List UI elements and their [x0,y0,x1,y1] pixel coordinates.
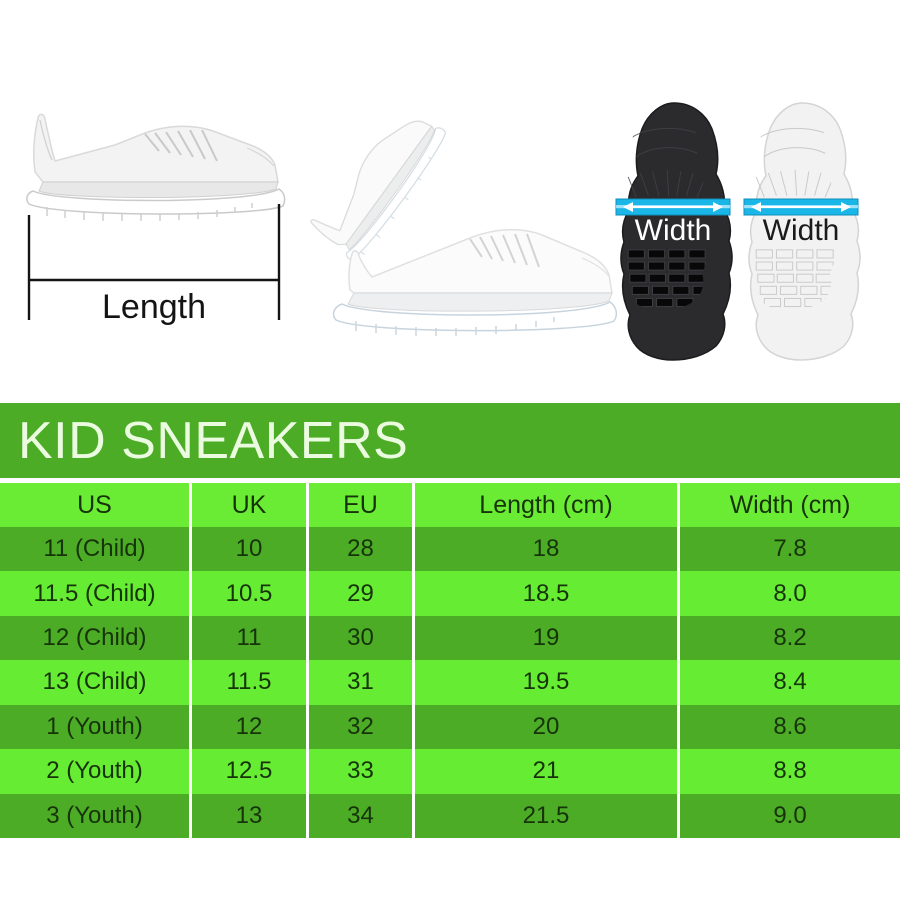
svg-text:Width: Width [763,214,840,247]
svg-text:Length: Length [102,288,206,326]
svg-text:Width: Width [635,214,712,247]
